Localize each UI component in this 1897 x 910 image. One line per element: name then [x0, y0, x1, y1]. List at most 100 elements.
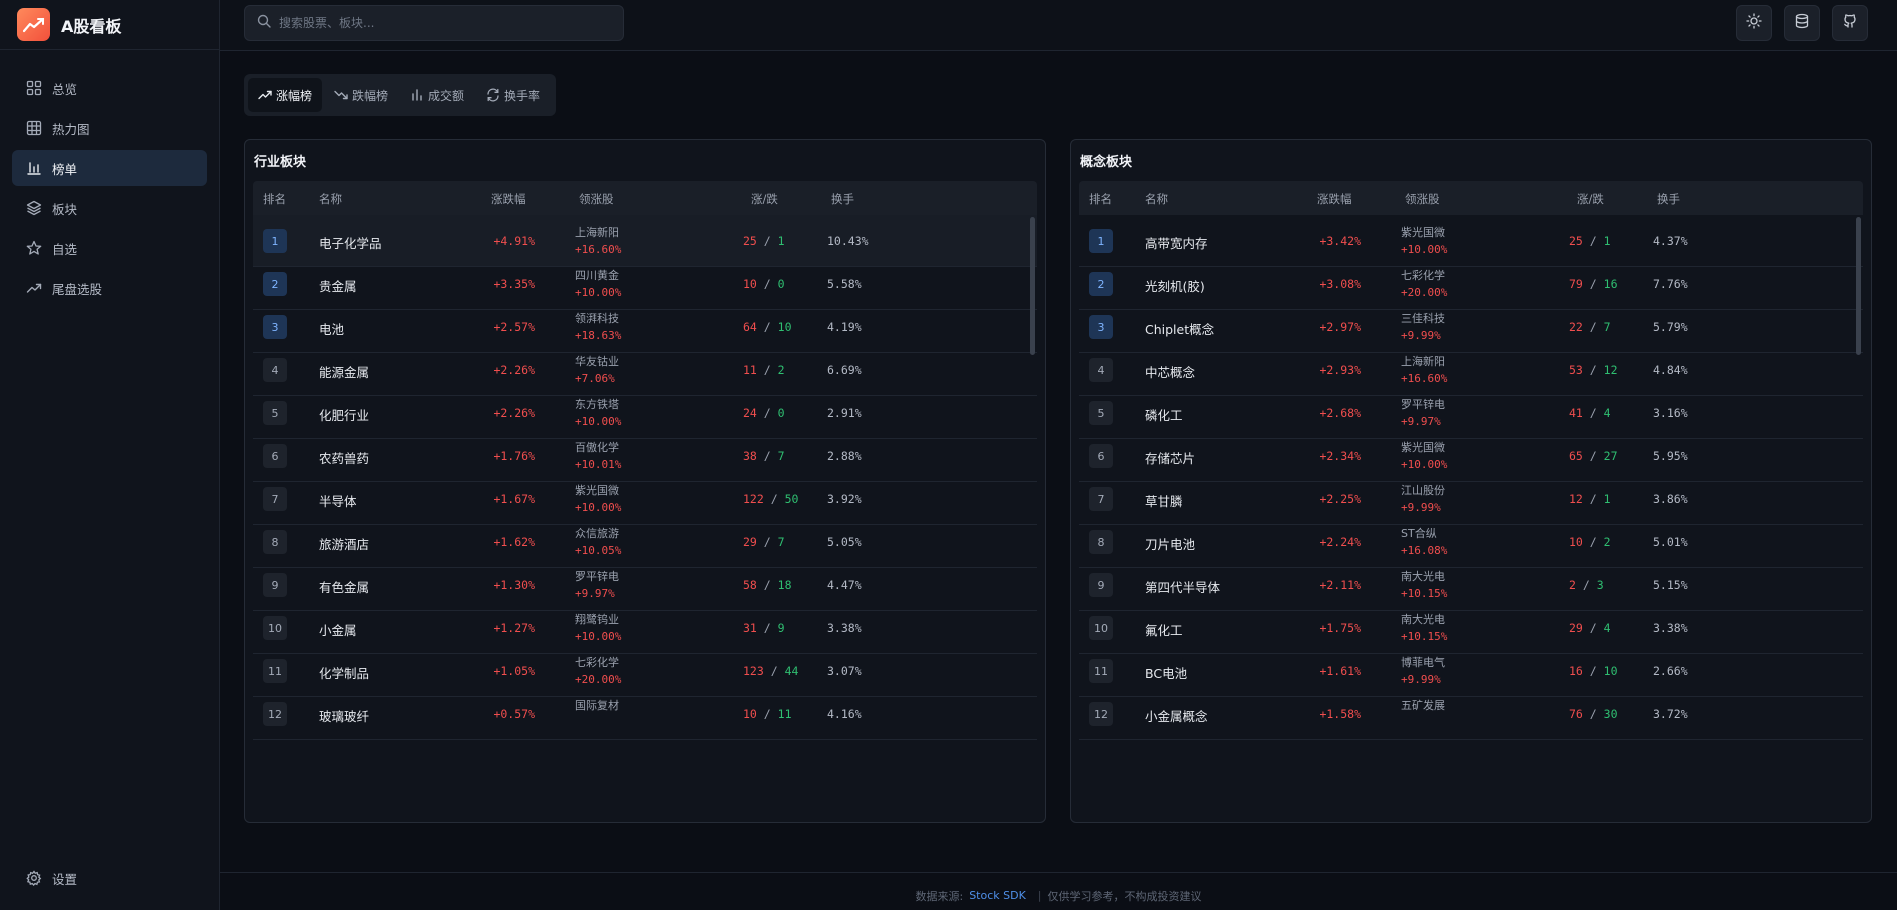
col-turnover[interactable]: 换手	[1657, 192, 1680, 206]
leader-stock[interactable]: 江山股份 +9.99%	[1401, 482, 1445, 516]
leader-stock[interactable]: 众信旅游 +10.05%	[575, 525, 621, 559]
col-change[interactable]: 涨跌幅	[491, 192, 526, 206]
up-down-count: 22 / 7	[1569, 320, 1611, 334]
sector-name: 存储芯片	[1145, 451, 1196, 466]
table-row[interactable]: 2 贵金属 +3.35% 四川黄金 +10.00% 10 / 0 5.58%	[253, 258, 1037, 310]
scrollbar[interactable]	[1030, 217, 1035, 355]
footer-source-link[interactable]: Stock SDK	[969, 889, 1026, 902]
divider: /	[756, 535, 778, 549]
leader-stock[interactable]: 领湃科技 +18.63%	[575, 310, 621, 344]
leader-stock[interactable]: 博菲电气 +9.99%	[1401, 654, 1445, 688]
table-row[interactable]: 2 光刻机(胶) +3.08% 七彩化学 +20.00% 79 / 16 7.76%	[1079, 258, 1863, 310]
table-row[interactable]: 7 半导体 +1.67% 紫光国微 +10.00% 122 / 50 3.92%	[253, 473, 1037, 525]
table-row[interactable]: 6 存储芯片 +2.34% 紫光国微 +10.00% 65 / 27 5.95%	[1079, 430, 1863, 482]
down-count: 4	[1603, 621, 1611, 635]
sidebar-item-heatmap[interactable]: 热力图	[12, 110, 207, 146]
table-row[interactable]: 9 第四代半导体 +2.11% 南大光电 +10.15% 2 / 3 5.15%	[1079, 559, 1863, 611]
sector-name: BC电池	[1145, 666, 1188, 681]
sector-name: 小金属概念	[1145, 709, 1208, 724]
table-row[interactable]: 9 有色金属 +1.30% 罗平锌电 +9.97% 58 / 18 4.47%	[253, 559, 1037, 611]
rank-badge: 10	[263, 616, 287, 640]
sidebar-item-overview[interactable]: 总览	[12, 70, 207, 106]
col-name[interactable]: 名称	[319, 192, 342, 206]
turnover-rate: 3.86%	[1653, 492, 1688, 506]
table-row[interactable]: 12 玻璃玻纤 +0.57% 国际复材 10 / 11 4.16%	[253, 688, 1037, 740]
leader-stock[interactable]: ST合纵 +16.08%	[1401, 525, 1447, 559]
table-row[interactable]: 8 旅游酒店 +1.62% 众信旅游 +10.05% 29 / 7 5.05%	[253, 516, 1037, 568]
sidebar-item-settings[interactable]: 设置	[12, 860, 207, 896]
sidebar-item-late-picks[interactable]: 尾盘选股	[12, 270, 207, 306]
divider: /	[1582, 277, 1604, 291]
table-row[interactable]: 10 氟化工 +1.75% 南大光电 +10.15% 29 / 4 3.38%	[1079, 602, 1863, 654]
col-change[interactable]: 涨跌幅	[1317, 192, 1352, 206]
leader-stock[interactable]: 紫光国微 +10.00%	[1401, 224, 1447, 258]
sidebar-item-rankings[interactable]: 榜单	[12, 150, 207, 186]
tab-gainers[interactable]: 涨幅榜	[248, 78, 323, 112]
leader-stock[interactable]: 罗平锌电 +9.97%	[1401, 396, 1445, 430]
leader-stock[interactable]: 紫光国微 +10.00%	[575, 482, 621, 516]
tab-turnover[interactable]: 换手率	[476, 78, 550, 112]
table-row[interactable]: 11 BC电池 +1.61% 博菲电气 +9.99% 16 / 10 2.66%	[1079, 645, 1863, 697]
sector-name: Chiplet概念	[1145, 322, 1215, 337]
scrollbar[interactable]	[1856, 217, 1861, 355]
table-row[interactable]: 12 小金属概念 +1.58% 五矿发展 76 / 30 3.72%	[1079, 688, 1863, 740]
tab-losers[interactable]: 跌幅榜	[324, 78, 398, 112]
table-row[interactable]: 11 化学制品 +1.05% 七彩化学 +20.00% 123 / 44 3.07%	[253, 645, 1037, 697]
data-source-button[interactable]	[1784, 5, 1820, 41]
search-box[interactable]	[244, 5, 624, 41]
leader-stock[interactable]: 上海新阳 +16.60%	[1401, 353, 1447, 387]
table-row[interactable]: 1 高带宽内存 +3.42% 紫光国微 +10.00% 25 / 1 4.37%	[1079, 215, 1863, 267]
leader-stock[interactable]: 四川黄金 +10.00%	[575, 267, 621, 301]
table-row[interactable]: 7 草甘膦 +2.25% 江山股份 +9.99% 12 / 1 3.86%	[1079, 473, 1863, 525]
github-button[interactable]	[1832, 5, 1868, 41]
leader-stock[interactable]: 上海新阳 +16.60%	[575, 224, 621, 258]
turnover-rate: 7.76%	[1653, 277, 1688, 291]
sidebar-item-label: 尾盘选股	[52, 281, 103, 297]
sector-change: +1.67%	[493, 492, 535, 506]
leader-stock[interactable]: 罗平锌电 +9.97%	[575, 568, 619, 602]
table-row[interactable]: 6 农药兽药 +1.76% 百傲化学 +10.01% 38 / 7 2.88%	[253, 430, 1037, 482]
table-row[interactable]: 5 化肥行业 +2.26% 东方铁塔 +10.00% 24 / 0 2.91%	[253, 387, 1037, 439]
sidebar-item-watchlist[interactable]: 自选	[12, 230, 207, 266]
tab-volume[interactable]: 成交额	[400, 78, 474, 112]
col-name[interactable]: 名称	[1145, 192, 1168, 206]
table-row[interactable]: 10 小金属 +1.27% 翔鹭钨业 +10.00% 31 / 9 3.38%	[253, 602, 1037, 654]
leader-stock[interactable]: 紫光国微 +10.00%	[1401, 439, 1447, 473]
table-row[interactable]: 1 电子化学品 +4.91% 上海新阳 +16.60% 25 / 1 10.43%	[253, 215, 1037, 267]
leader-stock[interactable]: 翔鹭钨业 +10.00%	[575, 611, 621, 645]
leader-stock[interactable]: 百傲化学 +10.01%	[575, 439, 621, 473]
sector-name: 中芯概念	[1145, 365, 1196, 380]
industry-panel: 行业板块 排名 名称 涨跌幅 领涨股 涨/跌 换手 1 电子化学品 +4.91% 上海…	[244, 139, 1046, 823]
table-row[interactable]: 3 Chiplet概念 +2.97% 三佳科技 +9.99% 22 / 7 5.79%	[1079, 301, 1863, 353]
leader-stock[interactable]: 三佳科技 +9.99%	[1401, 310, 1445, 344]
leader-stock[interactable]: 南大光电 +10.15%	[1401, 611, 1447, 645]
table-row[interactable]: 8 刀片电池 +2.24% ST合纵 +16.08% 10 / 2 5.01%	[1079, 516, 1863, 568]
col-rank: 排名	[263, 192, 286, 206]
table-row[interactable]: 4 中芯概念 +2.93% 上海新阳 +16.60% 53 / 12 4.84%	[1079, 344, 1863, 396]
sidebar-item-sectors[interactable]: 板块	[12, 190, 207, 226]
leader-stock[interactable]: 七彩化学 +20.00%	[1401, 267, 1447, 301]
up-count: 38	[743, 449, 757, 463]
table-row[interactable]: 4 能源金属 +2.26% 华友钴业 +7.06% 11 / 2 6.69%	[253, 344, 1037, 396]
leader-stock[interactable]: 东方铁塔 +10.00%	[575, 396, 621, 430]
rank-badge: 4	[263, 358, 287, 382]
leader-stock[interactable]: 南大光电 +10.15%	[1401, 568, 1447, 602]
sector-change: +2.57%	[493, 320, 535, 334]
theme-toggle-button[interactable]	[1736, 5, 1772, 41]
leader-stock[interactable]: 国际复材	[575, 697, 619, 714]
col-turnover[interactable]: 换手	[831, 192, 854, 206]
sidebar-item-label: 自选	[52, 241, 78, 257]
table-row[interactable]: 3 电池 +2.57% 领湃科技 +18.63% 64 / 10 4.19%	[253, 301, 1037, 353]
table-row[interactable]: 5 磷化工 +2.68% 罗平锌电 +9.97% 41 / 4 3.16%	[1079, 387, 1863, 439]
search-input[interactable]	[279, 16, 609, 30]
leader-stock[interactable]: 华友钴业 +7.06%	[575, 353, 619, 387]
divider: /	[1582, 234, 1604, 248]
star-icon	[26, 240, 42, 256]
brand: A股看板	[0, 0, 219, 50]
col-leader: 领涨股	[1405, 192, 1440, 206]
leader-stock[interactable]: 七彩化学 +20.00%	[575, 654, 621, 688]
down-count: 4	[1603, 406, 1611, 420]
up-count: 10	[743, 277, 757, 291]
leader-stock[interactable]: 五矿发展	[1401, 697, 1445, 714]
down-count: 16	[1603, 277, 1618, 291]
